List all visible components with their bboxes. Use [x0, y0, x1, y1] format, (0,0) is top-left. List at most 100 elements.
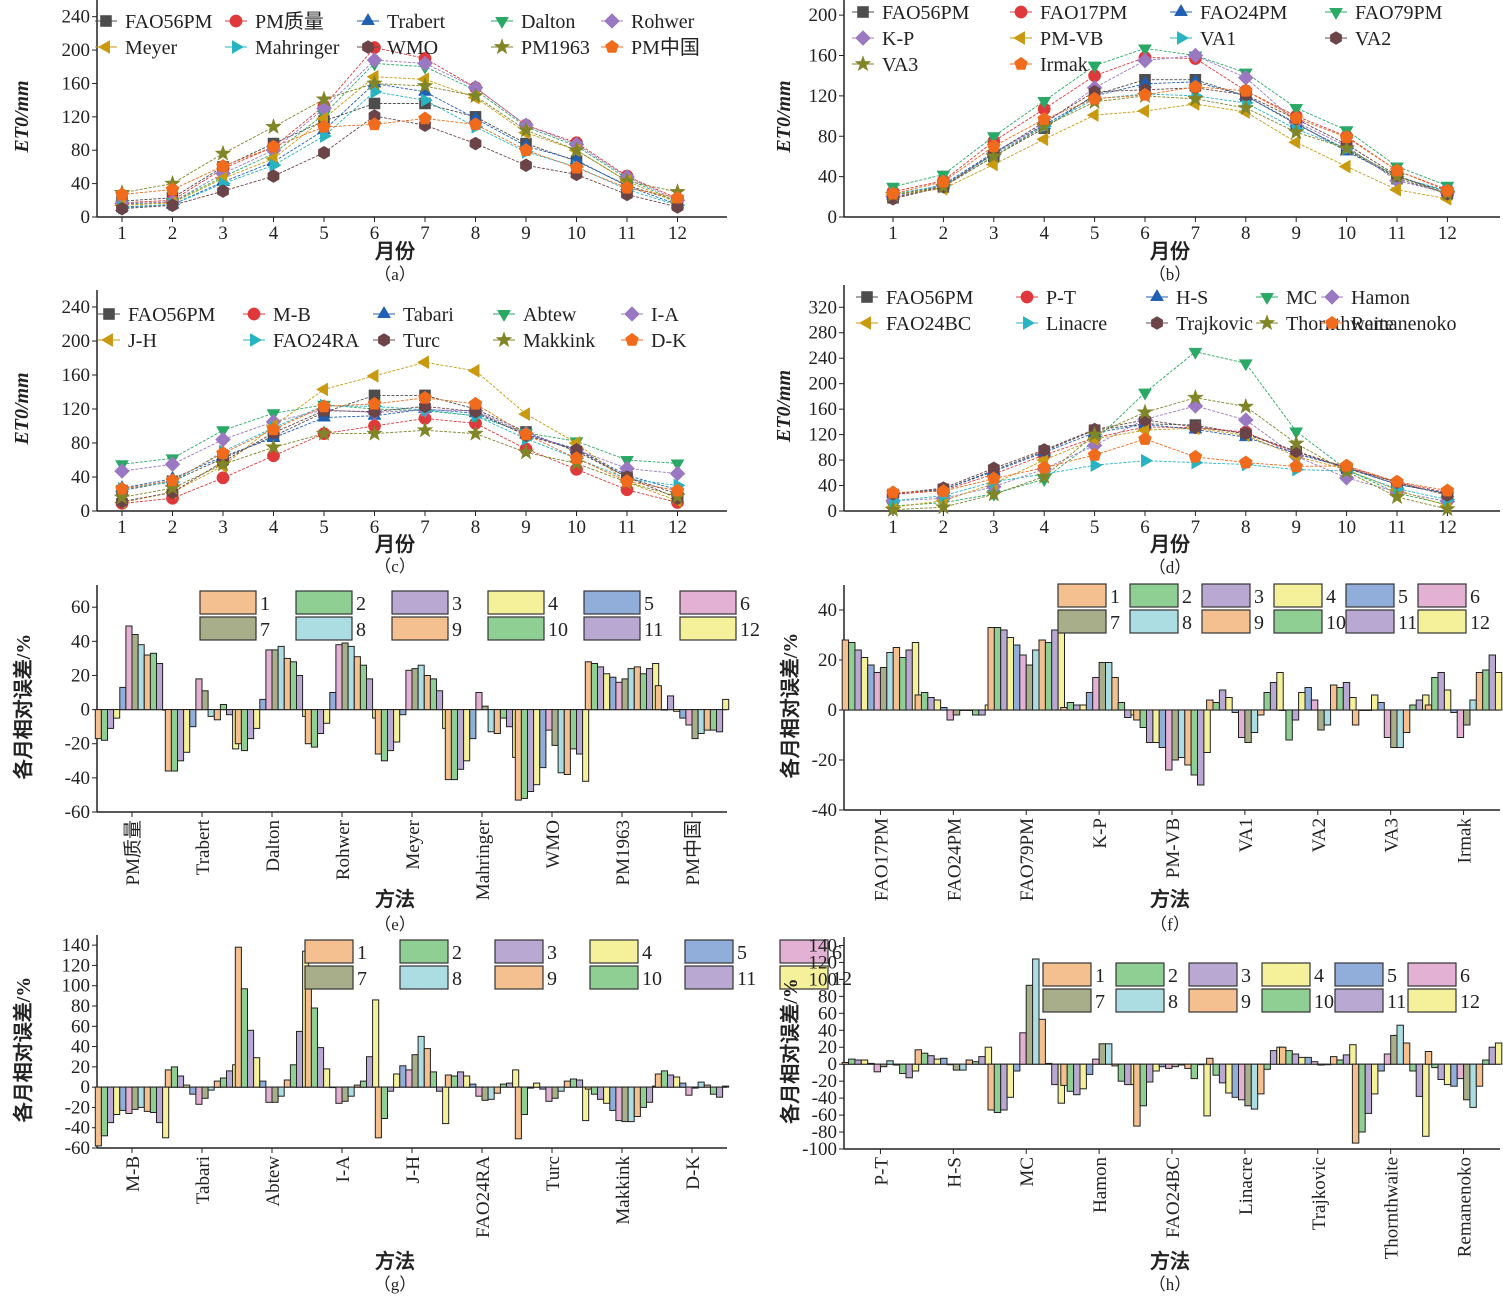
bar: [1098, 1043, 1106, 1065]
bar: [1073, 704, 1081, 711]
x-tick-label: J-H: [403, 1156, 424, 1184]
y-tick-label: 0: [81, 1077, 91, 1098]
bar: [1085, 1063, 1094, 1075]
bar: [892, 1063, 901, 1066]
bar: [475, 692, 483, 711]
bar: [156, 1086, 164, 1124]
y-tick-label: -100: [802, 1139, 837, 1160]
legend-item: Trajkovic: [1146, 313, 1253, 335]
bar: [1424, 704, 1433, 711]
y-tick-label: 20: [71, 1057, 90, 1078]
bar: [1390, 709, 1398, 748]
y-axis-title: 各月相对误差/%: [11, 977, 35, 1124]
data-point: [1289, 110, 1303, 124]
x-tick-label: FAO79PM: [1017, 818, 1038, 901]
bar: [405, 669, 413, 711]
data-point: [115, 187, 129, 201]
series-FAO79PM: [886, 44, 1455, 195]
legend-label: Mahringer: [255, 37, 340, 59]
y-tick-label: -40: [65, 768, 90, 789]
legend-label: 10: [548, 619, 568, 641]
bar: [296, 675, 304, 711]
bar: [499, 1083, 507, 1088]
legend-label: WMO: [387, 37, 438, 59]
bar: [667, 1074, 675, 1088]
bar: [551, 1086, 559, 1099]
bar: [1146, 709, 1154, 743]
data-point: [1037, 96, 1052, 109]
legend-item: 1: [199, 590, 270, 615]
bar-group-Hamon: [1060, 1043, 1138, 1096]
x-tick-label: 11: [1388, 517, 1406, 538]
bar: [576, 709, 584, 755]
bar: [563, 709, 571, 775]
y-tick-label: 140: [62, 935, 91, 956]
legend-swatch: [583, 616, 641, 641]
bar: [1415, 699, 1424, 711]
data-point: [165, 182, 180, 196]
data-point: [1237, 397, 1255, 414]
bar: [1177, 709, 1186, 758]
series-line: [121, 83, 678, 194]
bar: [417, 1035, 425, 1088]
bar: [590, 1086, 599, 1095]
bar: [1250, 709, 1259, 733]
panel-caption: （g）: [374, 1275, 417, 1294]
bar: [1250, 1063, 1259, 1110]
legend-swatch: [1057, 609, 1107, 634]
bar: [253, 1057, 261, 1088]
legend-swatch: [1345, 609, 1395, 634]
legend-item: P-T: [1016, 287, 1076, 309]
legend-swatch: [1115, 962, 1165, 987]
bar: [892, 647, 901, 711]
data-point: [1440, 183, 1455, 197]
bar: [987, 1063, 995, 1111]
bar: [240, 988, 248, 1088]
panel-caption: （h）: [1149, 1275, 1192, 1294]
bar: [1349, 697, 1357, 711]
legend-label: 9: [452, 619, 462, 641]
legend: FAO56PM PM质量 Trabert Dalton Rohwer Meyer Mahri…: [95, 10, 700, 59]
series-line: [121, 361, 678, 503]
bar: [1066, 702, 1075, 711]
bar: [177, 1075, 185, 1088]
legend-item: 10: [1261, 988, 1334, 1013]
bar: [1206, 1057, 1214, 1065]
bar: [639, 1086, 648, 1108]
legend-marker: [378, 333, 390, 347]
bar: [1263, 1063, 1271, 1070]
bar: [429, 678, 437, 711]
legend-label: 11: [1387, 991, 1406, 1013]
x-axis-title: 方法: [1150, 887, 1190, 911]
bar: [1238, 1063, 1246, 1101]
bar: [399, 709, 407, 716]
bar: [94, 709, 102, 740]
bar: [1475, 1063, 1484, 1087]
bar: [860, 1059, 869, 1065]
bar-group-P-T: [841, 1058, 920, 1079]
bar: [1377, 1063, 1385, 1072]
legend: FAO56PM M-B Tabari Abtew I-A J-H FAO24RA Turc Ma…: [98, 304, 687, 352]
bar: [1469, 699, 1477, 711]
bar: [1263, 692, 1271, 711]
bar-group-VA1: [1206, 672, 1284, 743]
bar: [450, 709, 458, 781]
bar: [1244, 709, 1252, 743]
data-point: [568, 141, 585, 158]
data-point: [366, 368, 379, 383]
bar: [959, 1063, 967, 1071]
y-tick-label: 40: [71, 631, 90, 652]
bar: [1304, 1056, 1312, 1065]
bar: [1304, 687, 1312, 711]
bar: [940, 707, 948, 711]
legend-marker: [624, 306, 640, 322]
bar: [499, 709, 507, 719]
bar: [867, 664, 875, 711]
data-point: [1287, 434, 1305, 451]
data-point: [1239, 455, 1253, 469]
data-point: [215, 431, 231, 448]
y-tick-label: 0: [81, 207, 91, 228]
y-tick-label: 200: [62, 40, 91, 61]
legend-marker: [1023, 316, 1035, 330]
legend-swatch: [1261, 988, 1311, 1013]
